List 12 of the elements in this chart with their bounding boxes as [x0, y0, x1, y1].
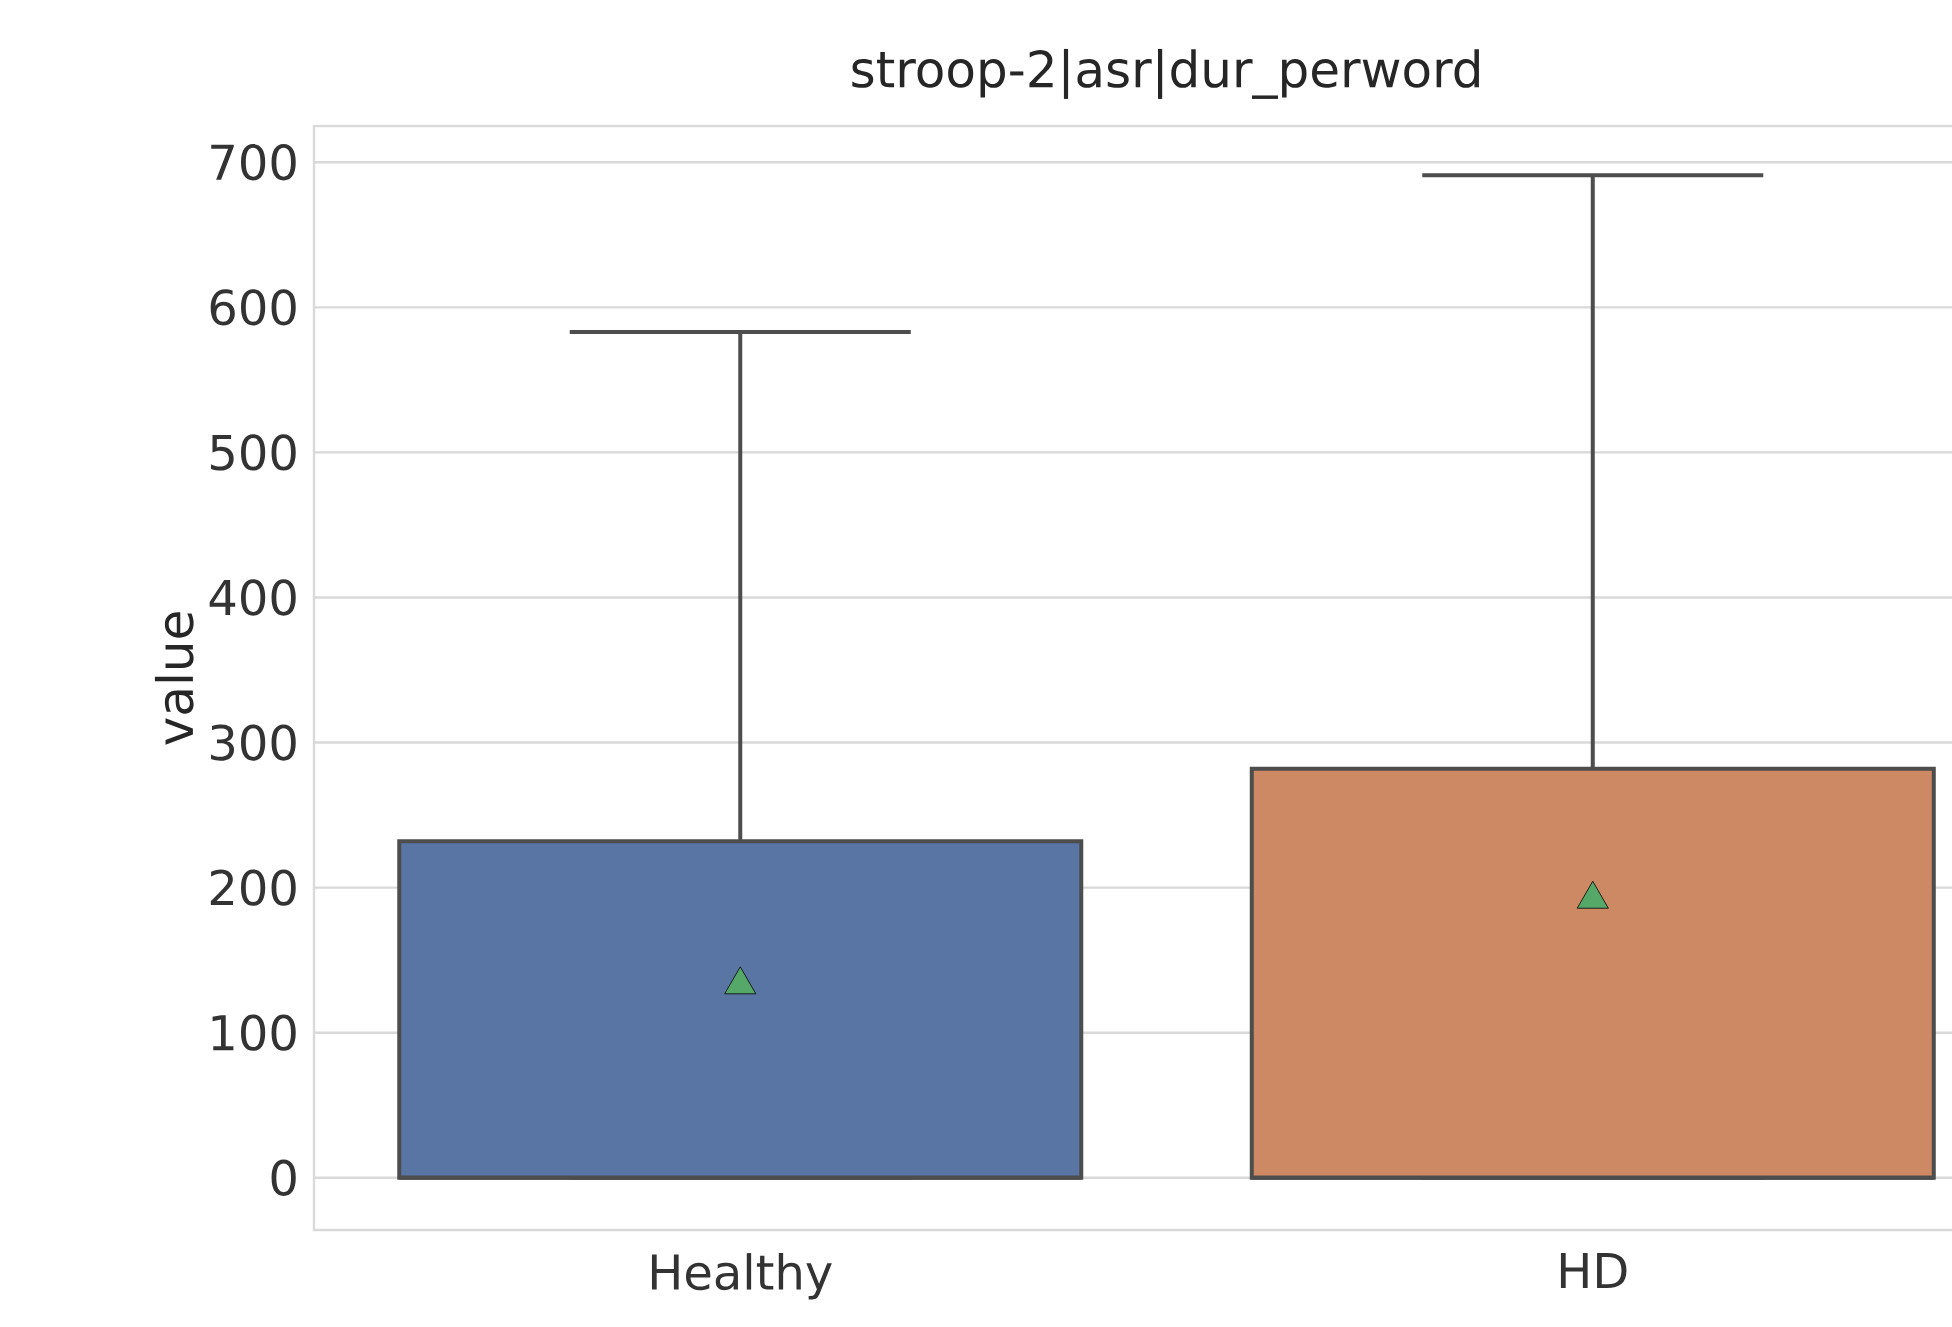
x-tick-label: HD	[1560, 1253, 1627, 1289]
x-tick-label: Healthy	[651, 1253, 832, 1300]
chart-title: stroop-2|asr|dur_perword	[852, 48, 1479, 99]
y-tick-label: 500	[211, 434, 296, 471]
y-tick-label: 700	[211, 144, 296, 181]
y-tick-label: 100	[212, 1014, 296, 1051]
y-tick-label: 400	[209, 579, 296, 616]
y-tick-label: 0	[271, 1159, 296, 1196]
y-tick-label: 200	[210, 869, 296, 906]
y-tick-label: 300	[210, 724, 296, 761]
y-axis-title: value	[154, 612, 194, 745]
y-tick-label: 600	[210, 289, 296, 326]
